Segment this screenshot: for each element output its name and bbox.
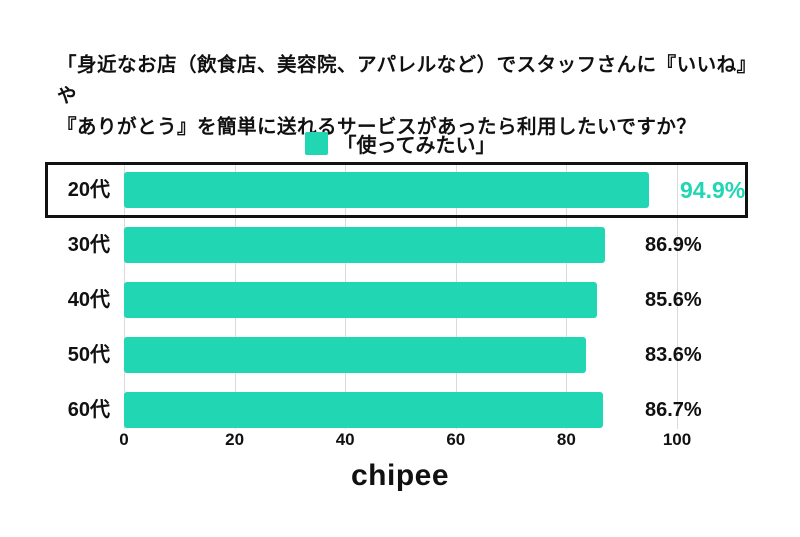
- x-axis-tick-label: 40: [335, 430, 355, 449]
- x-axis-tick-label: 0: [119, 430, 129, 449]
- chart-row: 60代 86.7%: [45, 383, 755, 438]
- category-label: 20代: [67, 179, 110, 201]
- x-axis-tick-label: 60: [446, 430, 466, 449]
- chart-row: 30代 86.9%: [45, 218, 755, 273]
- value-label: 94.9%: [680, 177, 746, 203]
- title-line-2: 『ありがとう』を簡単に送れるサービスがあったら利用したいですか？: [57, 116, 697, 138]
- x-axis-tick-label: 100: [662, 430, 692, 449]
- bar: [124, 282, 598, 318]
- category-label: 30代: [67, 234, 110, 256]
- value-label: 85.6%: [645, 289, 702, 311]
- title-line-1: 「身近なお店（飲食店、美容院、アパレルなど）でスタッフさんに『いいね』や: [57, 54, 757, 107]
- category-label: 40代: [67, 289, 110, 311]
- chart-row: 20代 94.9%: [45, 163, 755, 218]
- chart-row: 50代 83.6%: [45, 328, 755, 383]
- value-label: 83.6%: [645, 344, 702, 366]
- x-axis-tick-label: 80: [556, 430, 576, 449]
- category-label: 50代: [67, 344, 110, 366]
- value-label: 86.7%: [645, 399, 702, 421]
- bar: [124, 337, 587, 373]
- category-label: 60代: [67, 399, 110, 421]
- survey-question-title: 「身近なお店（飲食店、美容院、アパレルなど）でスタッフさんに『いいね』や 『あり…: [57, 50, 760, 143]
- legend-label: 「使ってみたい」: [336, 134, 496, 157]
- value-label: 86.9%: [645, 234, 702, 256]
- x-axis-tick-label: 20: [225, 430, 245, 449]
- bar-chart: 20代 94.9% 30代 86.9% 40代 85.6% 50代 83.6% 60代 86.7%…: [45, 162, 755, 463]
- bar: [124, 227, 605, 263]
- chipee-logo: chipee: [350, 459, 450, 492]
- legend-color-swatch: [304, 131, 328, 155]
- bar: [124, 172, 649, 208]
- legend: 「使ってみたい」: [0, 130, 800, 157]
- bar: [124, 392, 604, 428]
- chart-row: 40代 85.6%: [45, 273, 755, 328]
- gridline: [677, 163, 678, 429]
